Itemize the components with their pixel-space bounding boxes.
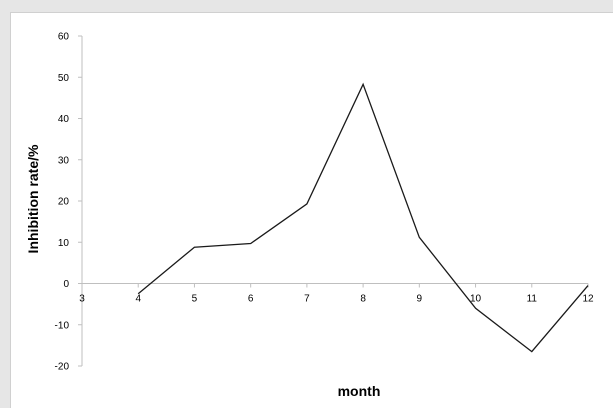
y-tick-label: 40	[58, 114, 70, 125]
x-tick-label: 7	[304, 294, 310, 305]
series-group	[137, 82, 589, 353]
x-tick-label: 11	[527, 294, 538, 305]
y-tick-label: 60	[58, 32, 70, 43]
x-tick-label: 12	[582, 294, 594, 305]
x-tick-label: 4	[135, 294, 141, 305]
y-axis-title: Inhibition rate/%	[25, 144, 41, 253]
x-tick-label: 8	[360, 294, 366, 305]
x-tick-label: 6	[248, 294, 254, 305]
chart-frame	[10, 12, 613, 408]
y-tick-label: 30	[58, 155, 70, 166]
x-axis-title: month	[338, 383, 381, 399]
tick-labels: -20 -10 0 10 20 30 40 50 60 3 4 5 6 7 8 9 10 11 12	[55, 32, 594, 373]
x-tick-label: 10	[470, 294, 482, 305]
axes	[78, 35, 589, 367]
x-tick-label: 5	[192, 294, 198, 305]
y-tick-label: 20	[58, 197, 70, 208]
y-tick-label: 0	[63, 279, 69, 290]
y-tick-label: 50	[58, 73, 70, 84]
y-tick-label: -10	[55, 320, 70, 331]
x-tick-label: 9	[417, 294, 423, 305]
y-tick-label: 10	[58, 238, 70, 249]
x-tick-label: 3	[79, 294, 85, 305]
y-tick-label: -20	[55, 362, 70, 373]
series-line	[137, 82, 589, 353]
